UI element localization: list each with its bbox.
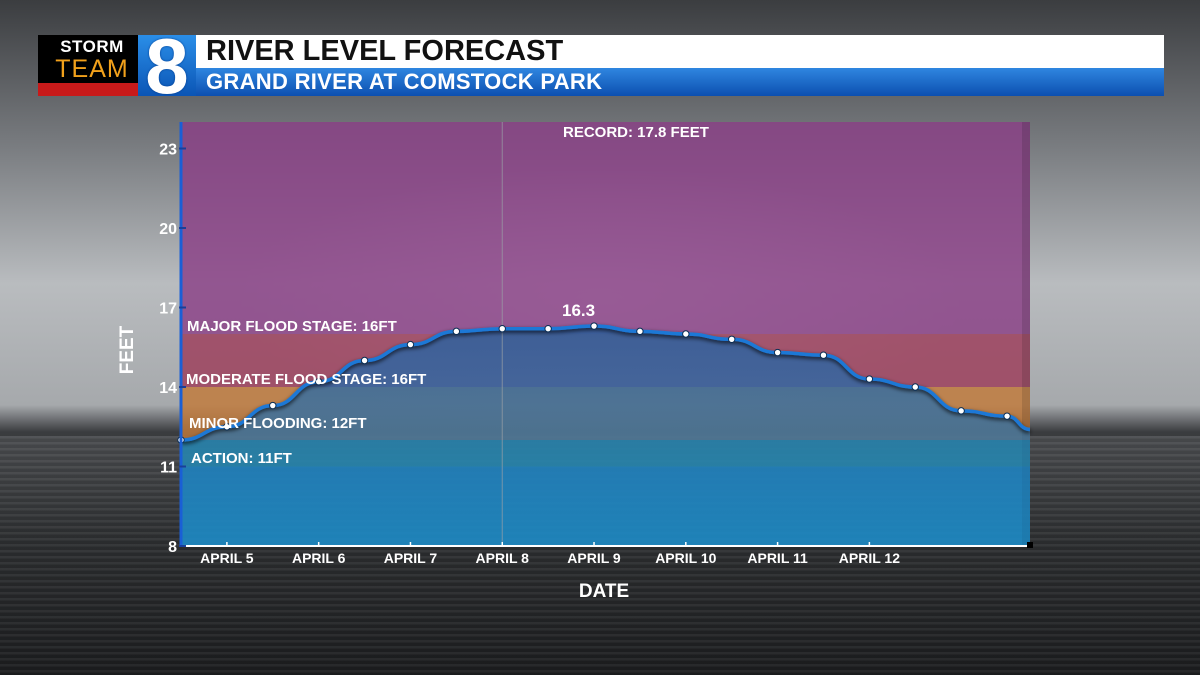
- y-tick-label: 14: [159, 380, 177, 397]
- data-point: [728, 335, 736, 343]
- band-edge-shade: [1022, 122, 1030, 546]
- data-point: [911, 383, 919, 391]
- data-point: [314, 378, 323, 386]
- logo-storm-text: STORM: [60, 37, 124, 56]
- page-subtitle: GRAND RIVER AT COMSTOCK PARK: [206, 69, 603, 94]
- y-tick-label: 17: [159, 301, 177, 318]
- data-point: [590, 322, 598, 330]
- record-annotation: RECORD: 17.8 FEET: [563, 124, 709, 141]
- data-point: [223, 423, 231, 431]
- y-tick-label: 8: [168, 539, 177, 556]
- data-point: [360, 356, 369, 365]
- x-tick-label: APRIL 12: [839, 550, 900, 566]
- y-axis-title: FEET: [117, 325, 138, 374]
- moderate-flood-label: MODERATE FLOOD STAGE: 16FT: [186, 371, 426, 388]
- minor-flood-label: MINOR FLOODING: 12FT: [189, 415, 367, 432]
- x-tick-label: APRIL 10: [655, 550, 716, 566]
- data-point: [406, 340, 415, 349]
- data-point: [452, 327, 461, 336]
- data-point: [957, 407, 965, 415]
- logo-red-stripe: [38, 83, 142, 96]
- river-level-points: [177, 322, 1011, 444]
- x-tick-label: APRIL 6: [292, 550, 346, 566]
- logo-team-text: TEAM: [55, 55, 129, 83]
- data-point: [819, 351, 828, 359]
- x-tick-label: APRIL 11: [747, 550, 808, 566]
- logo-number-box: [138, 35, 196, 96]
- logo-black-block: [38, 35, 142, 83]
- x-tick-label: APRIL 7: [384, 550, 438, 566]
- data-point: [1003, 412, 1011, 420]
- station-logo: STORM TEAM 8: [38, 23, 196, 109]
- x-axis-title: DATE: [579, 581, 629, 602]
- river-level-area: [181, 326, 1030, 546]
- subtitle-bar: GRAND RIVER AT COMSTOCK PARK: [196, 68, 1164, 96]
- peak-value-label: 16.3: [562, 301, 595, 320]
- data-point: [865, 375, 874, 383]
- chart-axes: 8 11 14 17 20 23 APRIL 5 APRIL 6 APRIL 7 APRIL 8 A…: [159, 122, 1033, 566]
- title-bar: RIVER LEVEL FORECAST: [196, 35, 1164, 68]
- x-tick-label: APRIL 9: [567, 550, 621, 566]
- data-point: [773, 348, 782, 357]
- data-point: [544, 325, 552, 333]
- page-title: RIVER LEVEL FORECAST: [206, 35, 564, 67]
- area-fill: [181, 326, 1030, 546]
- action-stage-label: ACTION: 11FT: [191, 450, 292, 467]
- data-point: [682, 330, 690, 338]
- major-flood-label: MAJOR FLOOD STAGE: 16FT: [187, 318, 397, 335]
- logo-number: 8: [145, 22, 189, 110]
- axis-end-marker: [1027, 542, 1033, 548]
- y-tick-label: 20: [159, 221, 177, 238]
- y-tick-label: 11: [160, 460, 177, 477]
- data-point: [498, 325, 506, 333]
- x-tick-label: APRIL 5: [200, 550, 254, 566]
- band-record: [181, 122, 1030, 334]
- y-tick-label: 23: [159, 142, 177, 159]
- x-tick-label: APRIL 8: [476, 550, 530, 566]
- data-point: [269, 401, 277, 410]
- data-point: [636, 327, 644, 336]
